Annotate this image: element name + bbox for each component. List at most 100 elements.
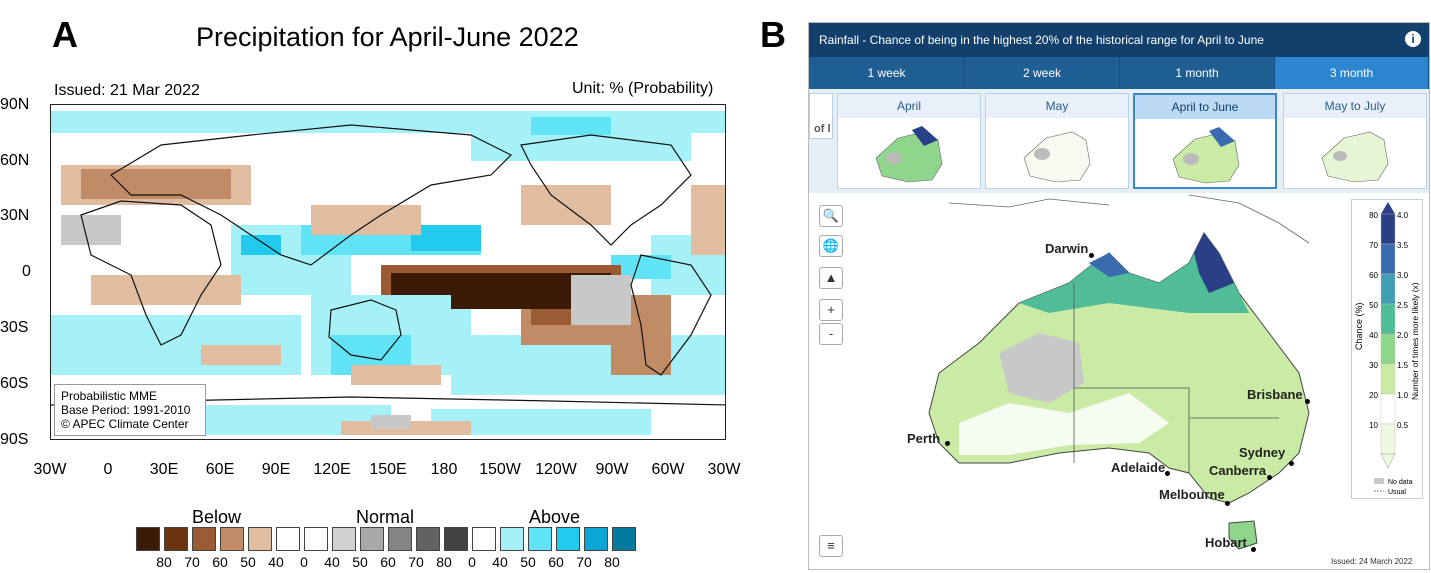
global-precipitation-map — [50, 104, 726, 440]
zoom-in-button[interactable]: + — [819, 299, 843, 321]
lon-label: 0 — [103, 461, 113, 478]
north-america-outline — [520, 134, 692, 246]
period-stub: of l — [814, 123, 831, 135]
tab-2-week[interactable]: 2 week — [965, 57, 1120, 89]
app-header: Rainfall - Chance of being in the highes… — [809, 23, 1429, 57]
legend-swatch — [304, 527, 328, 551]
australia-outline — [328, 299, 402, 361]
legend-tick: 80 — [156, 554, 172, 570]
city-label-adelaide: Adelaide — [1111, 460, 1166, 475]
legend-tick: 70 — [576, 554, 592, 570]
legend-swatch — [276, 527, 300, 551]
tasmania — [1228, 520, 1258, 550]
lat-label: 0 — [22, 263, 31, 280]
period-card-april[interactable]: April — [837, 93, 981, 189]
lat-label: 90S — [0, 431, 29, 448]
city-label-sydney: Sydney — [1239, 445, 1286, 460]
legend-times-title: Number of times more likely (x) — [1410, 282, 1420, 400]
period-selector: of l April May April to June — [809, 89, 1429, 193]
legend-times-tick: 3.5 — [1397, 241, 1409, 250]
lat-label: 60S — [0, 375, 29, 392]
legend-swatch — [220, 527, 244, 551]
mini-map-may — [1023, 131, 1091, 183]
rainfall-outlook-app: Rainfall - Chance of being in the highes… — [808, 22, 1430, 570]
legend-tick: 80 — [604, 554, 620, 570]
legend-chance-tick: 40 — [1369, 331, 1378, 340]
tab-1-week[interactable]: 1 week — [809, 57, 965, 89]
zoom-out-button[interactable]: - — [819, 323, 843, 345]
legend-color-step — [1380, 243, 1396, 275]
legend-swatch — [248, 527, 272, 551]
legend-swatch — [612, 527, 636, 551]
period-card-april-to-june[interactable]: April to June — [1133, 93, 1277, 189]
city-label-melbourne: Melbourne — [1159, 487, 1225, 502]
legend-chance-tick: 50 — [1369, 301, 1378, 310]
layers-icon[interactable]: ≡ — [819, 535, 843, 557]
legend-tick: 50 — [240, 554, 256, 570]
search-icon[interactable]: 🔍 — [819, 205, 843, 227]
legend-times-tick: 0.5 — [1397, 421, 1409, 430]
global-map-canvas — [51, 111, 725, 435]
legend-colorbar: Chance (%) Number of times more likely (… — [1354, 202, 1420, 496]
legend-swatch — [332, 527, 356, 551]
city-dot — [1289, 461, 1294, 466]
period-card-may[interactable]: May — [985, 93, 1129, 189]
chance-legend: Chance (%) Number of times more likely (… — [1351, 199, 1423, 499]
legend-times-tick: 1.0 — [1397, 391, 1409, 400]
legend-chance-tick: 60 — [1369, 271, 1378, 280]
legend-swatch — [500, 527, 524, 551]
city-dot — [1251, 547, 1256, 552]
note-line: © APEC Climate Center — [61, 417, 189, 431]
panel-a-unit: Unit: % (Probability) — [572, 80, 714, 97]
info-icon[interactable]: i — [1405, 31, 1421, 47]
panel-a-title: Precipitation for April-June 2022 — [196, 22, 579, 52]
legend-chance-tick: 30 — [1369, 361, 1378, 370]
lon-label: 90W — [595, 461, 629, 478]
lat-label: 90N — [0, 96, 30, 113]
lon-label: 180 — [430, 461, 458, 478]
legend-tick: 60 — [380, 554, 396, 570]
island-outlines — [948, 194, 1310, 244]
city-dot — [1267, 475, 1272, 480]
state-borders — [1073, 283, 1279, 473]
mini-map-may-to-july — [1321, 131, 1389, 183]
no-data-area — [999, 333, 1084, 403]
north-high-chance — [1019, 233, 1249, 313]
legend-tick: 60 — [212, 554, 228, 570]
legend-swatch — [388, 527, 412, 551]
period-card-partial[interactable]: of l — [809, 93, 833, 139]
darwin-very-high — [1089, 253, 1129, 277]
lon-label: 150E — [369, 461, 407, 478]
city-dot — [945, 441, 950, 446]
lon-label: 30E — [149, 461, 179, 478]
legend-tick: 40 — [268, 554, 284, 570]
legend-color-step — [1380, 393, 1396, 425]
below-80-areas — [391, 273, 611, 309]
city-label-hobart: Hobart — [1205, 535, 1247, 550]
legend-swatch — [584, 527, 608, 551]
legend-swatch — [472, 527, 496, 551]
legend-swatch — [192, 527, 216, 551]
australia-icon[interactable]: ▲ — [819, 267, 843, 289]
tab-1-month[interactable]: 1 month — [1120, 57, 1275, 89]
legend-bottom-arrow — [1380, 453, 1396, 469]
legend-swatch — [444, 527, 468, 551]
panel-a-issued: Issued: 21 Mar 2022 — [54, 82, 200, 99]
city-label-brisbane: Brisbane — [1247, 387, 1303, 402]
legend-times-tick: 4.0 — [1397, 211, 1409, 220]
period-label: May — [986, 94, 1128, 118]
globe-icon[interactable]: 🌐 — [819, 235, 843, 257]
legend-swatch — [528, 527, 552, 551]
legend-normal-label: Normal — [356, 507, 415, 527]
legend-top-arrow — [1381, 202, 1395, 214]
legend-times-tick: 2.5 — [1397, 301, 1409, 310]
legend-chance-tick: 20 — [1369, 391, 1378, 400]
lon-label: 120W — [535, 461, 577, 478]
lon-label: 120E — [313, 461, 351, 478]
period-card-may-to-july[interactable]: May to July — [1283, 93, 1427, 189]
legend-swatch — [164, 527, 188, 551]
africa-outline — [80, 200, 222, 346]
tab-3-month[interactable]: 3 month — [1275, 57, 1429, 89]
legend-chance-tick: 70 — [1369, 241, 1378, 250]
legend-swatch — [360, 527, 384, 551]
